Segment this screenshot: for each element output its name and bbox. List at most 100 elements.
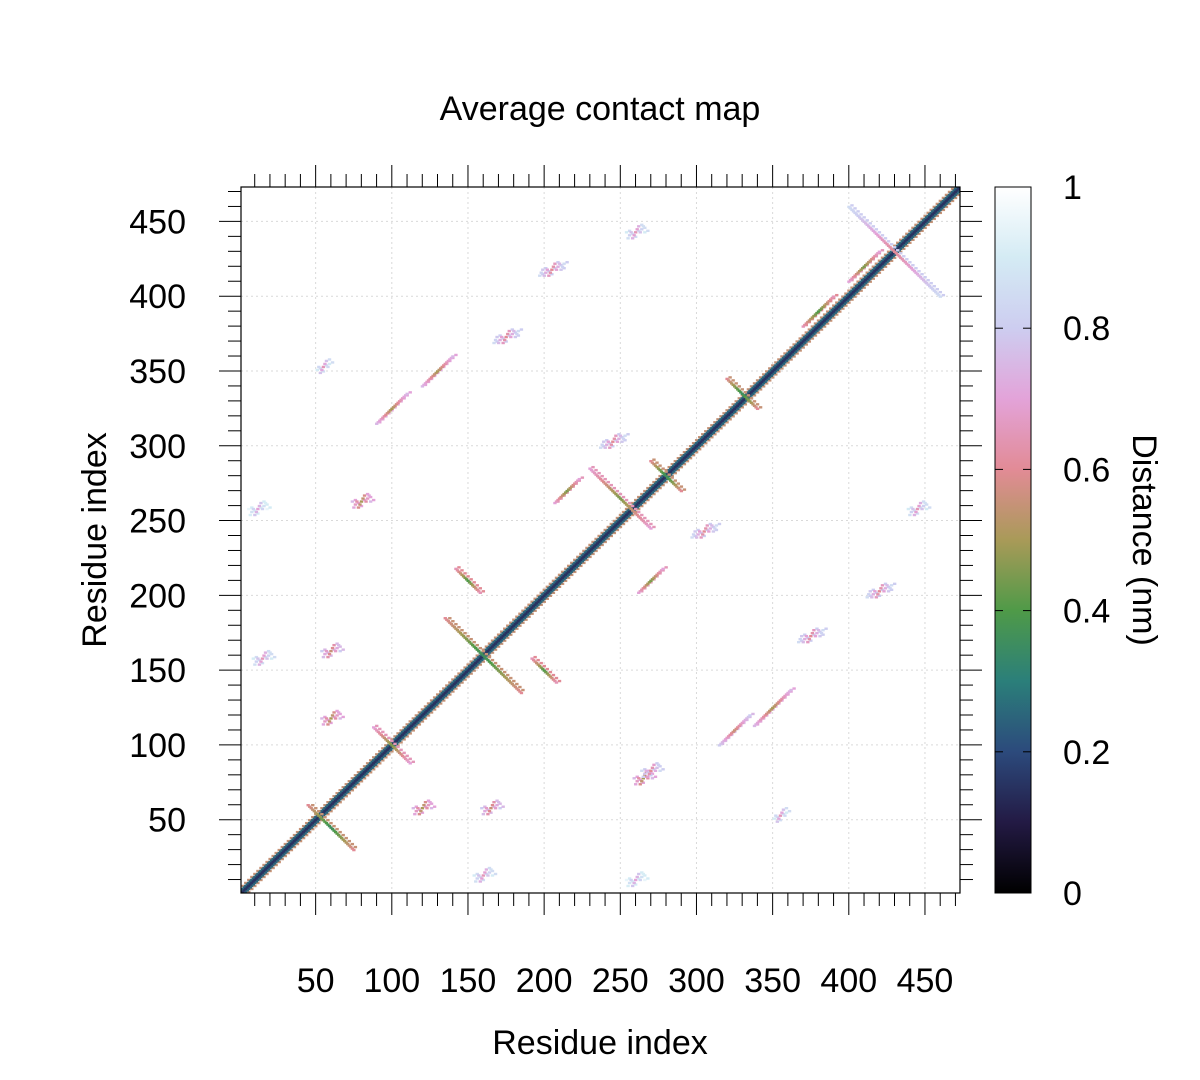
heatmap-cell [341,792,345,795]
heatmap-cell [545,597,550,600]
heatmap-cell [463,572,467,575]
heatmap-cell [298,830,303,834]
heatmap-cell [350,780,355,783]
heatmap-cell [949,198,953,201]
heatmap-cell [612,525,617,529]
heatmap-cell [620,518,624,521]
heatmap-cell [879,261,883,264]
heatmap-cell [757,386,761,390]
heatmap-cell [655,489,659,493]
heatmap-cell [755,391,760,394]
heatmap-cell [647,772,652,775]
heatmap-cell [606,534,610,538]
heatmap-cell [830,311,834,315]
heatmap-cell [326,818,330,822]
heatmap-cell [892,244,897,247]
heatmap-cell [422,709,426,713]
heatmap-cell [950,199,955,203]
heatmap-cell [888,587,892,590]
heatmap-cell [368,495,373,499]
heatmap-cell [865,219,869,222]
heatmap-cell [841,307,845,310]
heatmap-cell [265,860,269,864]
heatmap-cell [448,687,452,690]
heatmap-cell [694,445,699,448]
heatmap-cell [385,745,390,749]
heatmap-cell [745,717,749,720]
heatmap-cell [911,232,915,236]
heatmap-cell [600,479,604,482]
heatmap-cell [396,741,400,744]
heatmap-cell [317,821,321,825]
heatmap-cell [682,462,687,466]
heatmap-cell [761,373,766,376]
heatmap-cell [865,271,869,274]
heatmap-cell [496,633,501,636]
heatmap-cell [481,874,486,877]
heatmap-cell [573,482,577,485]
heatmap-cell [728,415,732,418]
heatmap-cell [876,234,880,237]
heatmap-cell [289,836,294,840]
heatmap-cell [403,394,408,397]
heatmap-cell [541,268,545,271]
heatmap-cell [362,768,367,771]
heatmap-cell [283,845,288,849]
heatmap-cell [291,841,295,844]
heatmap-cell [835,307,839,310]
heatmap-cell [912,270,917,273]
heatmap-cell [940,204,944,207]
heatmap-cell [632,234,636,237]
heatmap-cell [853,283,857,286]
heatmap-cell [288,841,292,844]
heatmap-cell [938,199,943,203]
heatmap-cell [675,485,679,488]
heatmap-cell [410,724,414,728]
heatmap-cell [330,827,335,831]
heatmap-cell [544,590,548,593]
heatmap-cell [853,289,857,292]
heatmap-cell [341,648,345,651]
heatmap-cell [853,292,857,295]
heatmap-cell [484,645,489,648]
heatmap-cell [900,246,904,249]
heatmap-cell [340,836,344,840]
heatmap-cell [253,878,257,882]
heatmap-cell [263,655,268,659]
heatmap-cell [676,456,681,460]
heatmap-cell [448,621,452,624]
heatmap-cell [691,451,696,454]
heatmap-cell [516,623,521,626]
heatmap-cell [303,829,307,832]
heatmap-cell [787,350,792,354]
heatmap-cell [798,343,802,346]
heatmap-cell [766,377,770,381]
heatmap-cell [771,706,775,710]
heatmap-cell [765,712,769,716]
heatmap-cell [586,548,591,551]
heatmap-cell [469,637,473,641]
heatmap-cell [793,350,798,354]
heatmap-cell [652,768,656,771]
heatmap-cell [810,631,815,635]
heatmap-cell [909,506,914,509]
heatmap-cell [798,346,802,349]
heatmap-cell [758,406,763,409]
heatmap-cell [882,240,886,243]
heatmap-cell [640,228,644,231]
heatmap-cell [883,241,888,244]
heatmap-cell [880,249,885,252]
heatmap-cell [282,850,286,853]
heatmap-cell [835,293,839,297]
heatmap-cell [806,338,810,342]
heatmap-cell [934,210,938,213]
heatmap-cell [344,841,348,844]
heatmap-cell [679,459,684,463]
heatmap-cell [498,802,502,805]
heatmap-cell [937,210,941,213]
heatmap-cell [679,453,684,457]
heatmap-cell [271,854,275,858]
heatmap-cell [760,383,764,387]
heatmap-cell [743,391,748,394]
heatmap-cell [838,301,842,304]
